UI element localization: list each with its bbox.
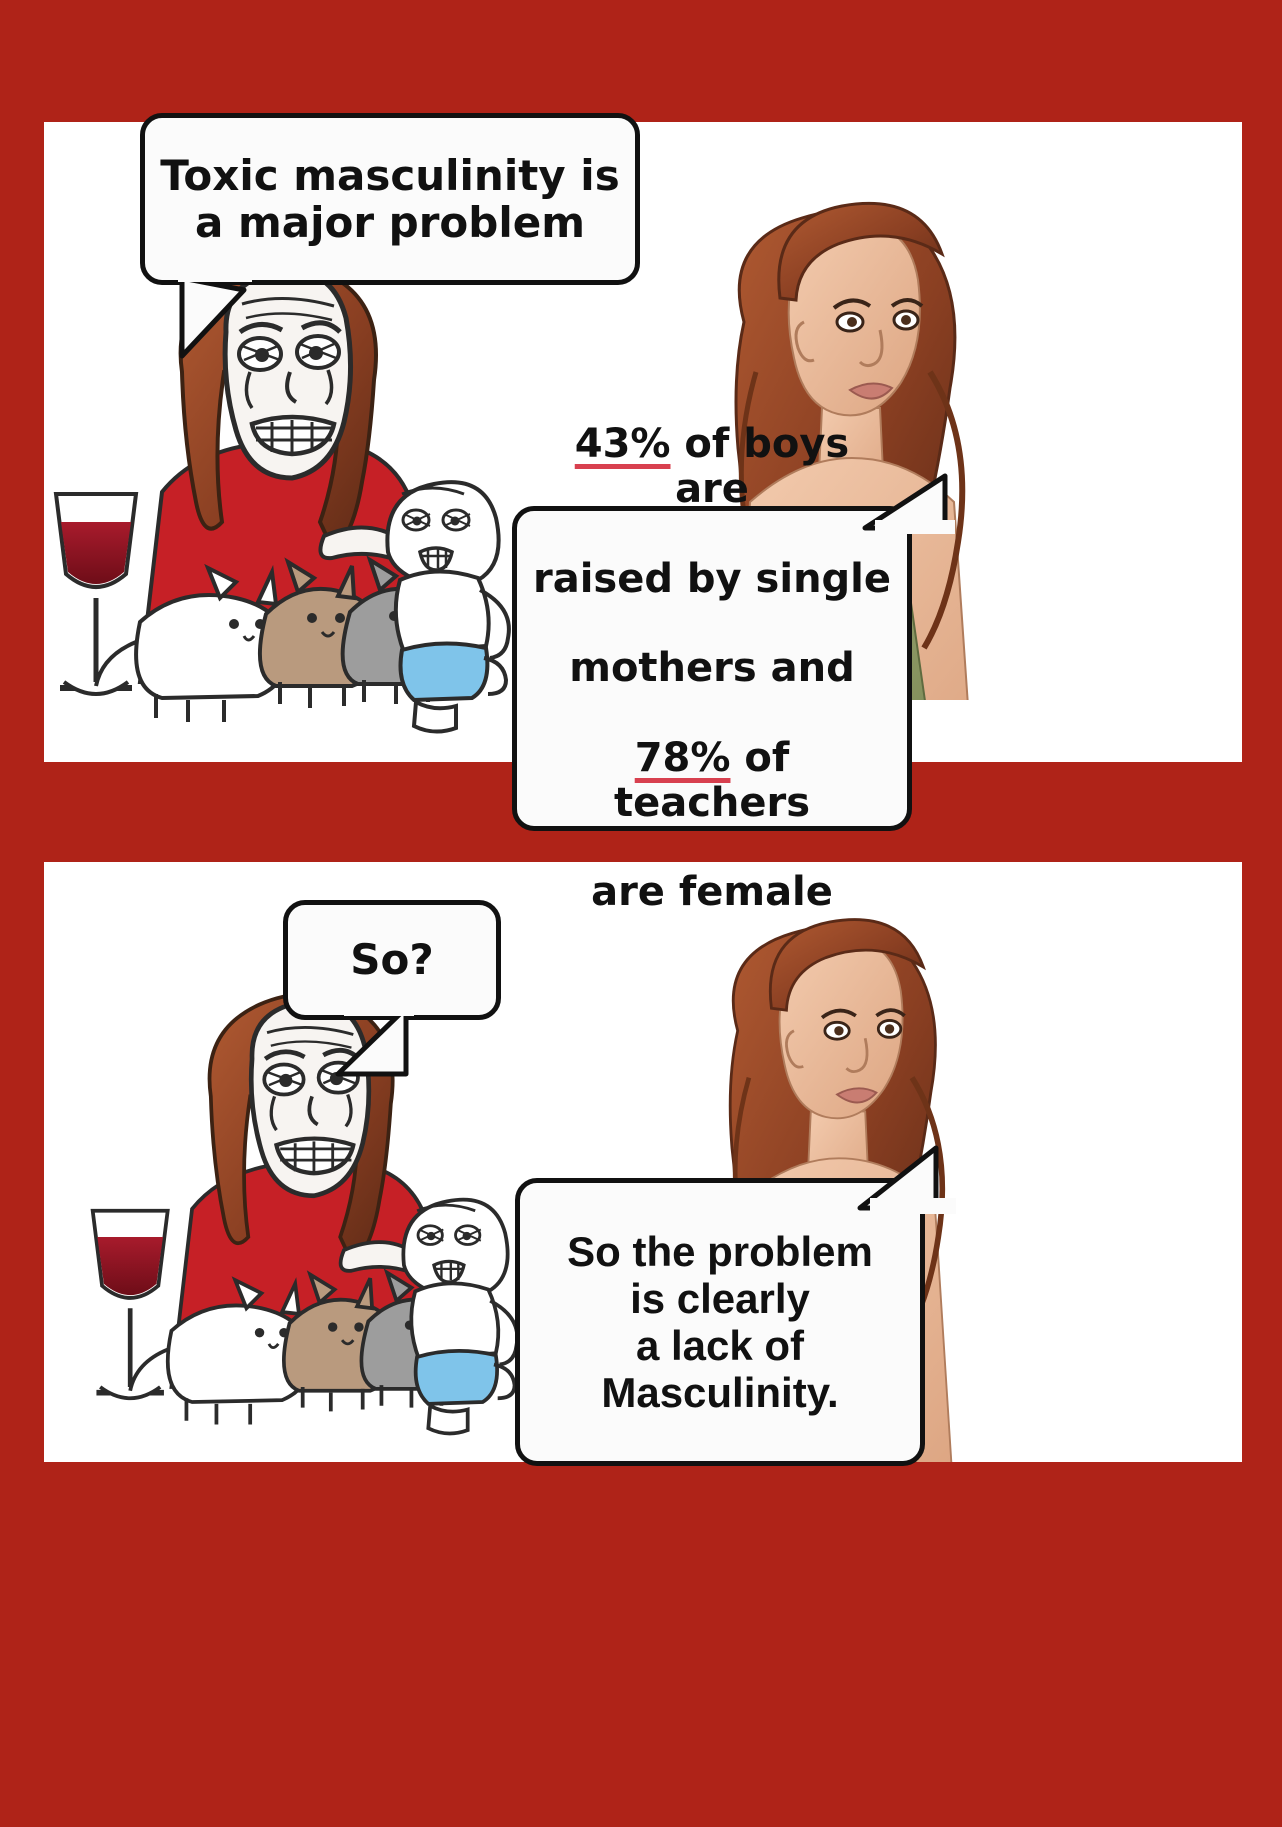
crying-woman-wojak-group [53,261,511,734]
panel-top-right-fill [906,700,1242,762]
speech-bubble-so: So? [283,900,501,1020]
speech-bubble-so-text: So? [350,935,434,985]
white-cat-2 [128,1276,313,1425]
stats-line-4-rest: of teachers [613,734,811,826]
bubble-so-tail [310,1000,420,1090]
speech-bubble-toxic-text: Toxic masculinity is a major problem [160,150,620,247]
wojak-mouth [249,414,337,457]
speech-bubble-toxic-masculinity: Toxic masculinity is a major problem [140,113,640,285]
stats-line-2: raised by single [532,555,892,602]
stats-line-1-rest: of boys are [670,421,850,512]
wine-glass-icon-2 [90,1208,170,1400]
speech-bubble-conclusion-text: So the problem is clearly a lack of Masc… [567,1227,873,1417]
stat-78-percent: 78% [634,734,731,781]
crying-baby [385,480,511,734]
speech-bubble-conclusion: So the problem is clearly a lack of Masc… [515,1178,925,1466]
stats-line-5: are female [591,869,833,916]
wojak-crying-eyes [237,334,341,410]
bubble-toxic-tail [170,270,290,370]
bubble-stats-tail [845,470,965,550]
stat-43-percent: 43% [574,421,671,468]
stats-line-3: mothers and [569,645,855,692]
bubble-conclusion-tail [840,1140,960,1230]
stats-line-4: 78% of teachers [531,734,893,826]
crying-baby-2 [401,1197,520,1436]
crying-woman-wojak-group-2 [90,992,520,1436]
speech-bubble-statistics-text: 43% of boys are raised by single mothers… [517,371,907,965]
stats-line-1: 43% of boys are [531,422,893,512]
speech-bubble-statistics: 43% of boys are raised by single mothers… [512,422,912,914]
wine-glass-icon [53,492,139,696]
